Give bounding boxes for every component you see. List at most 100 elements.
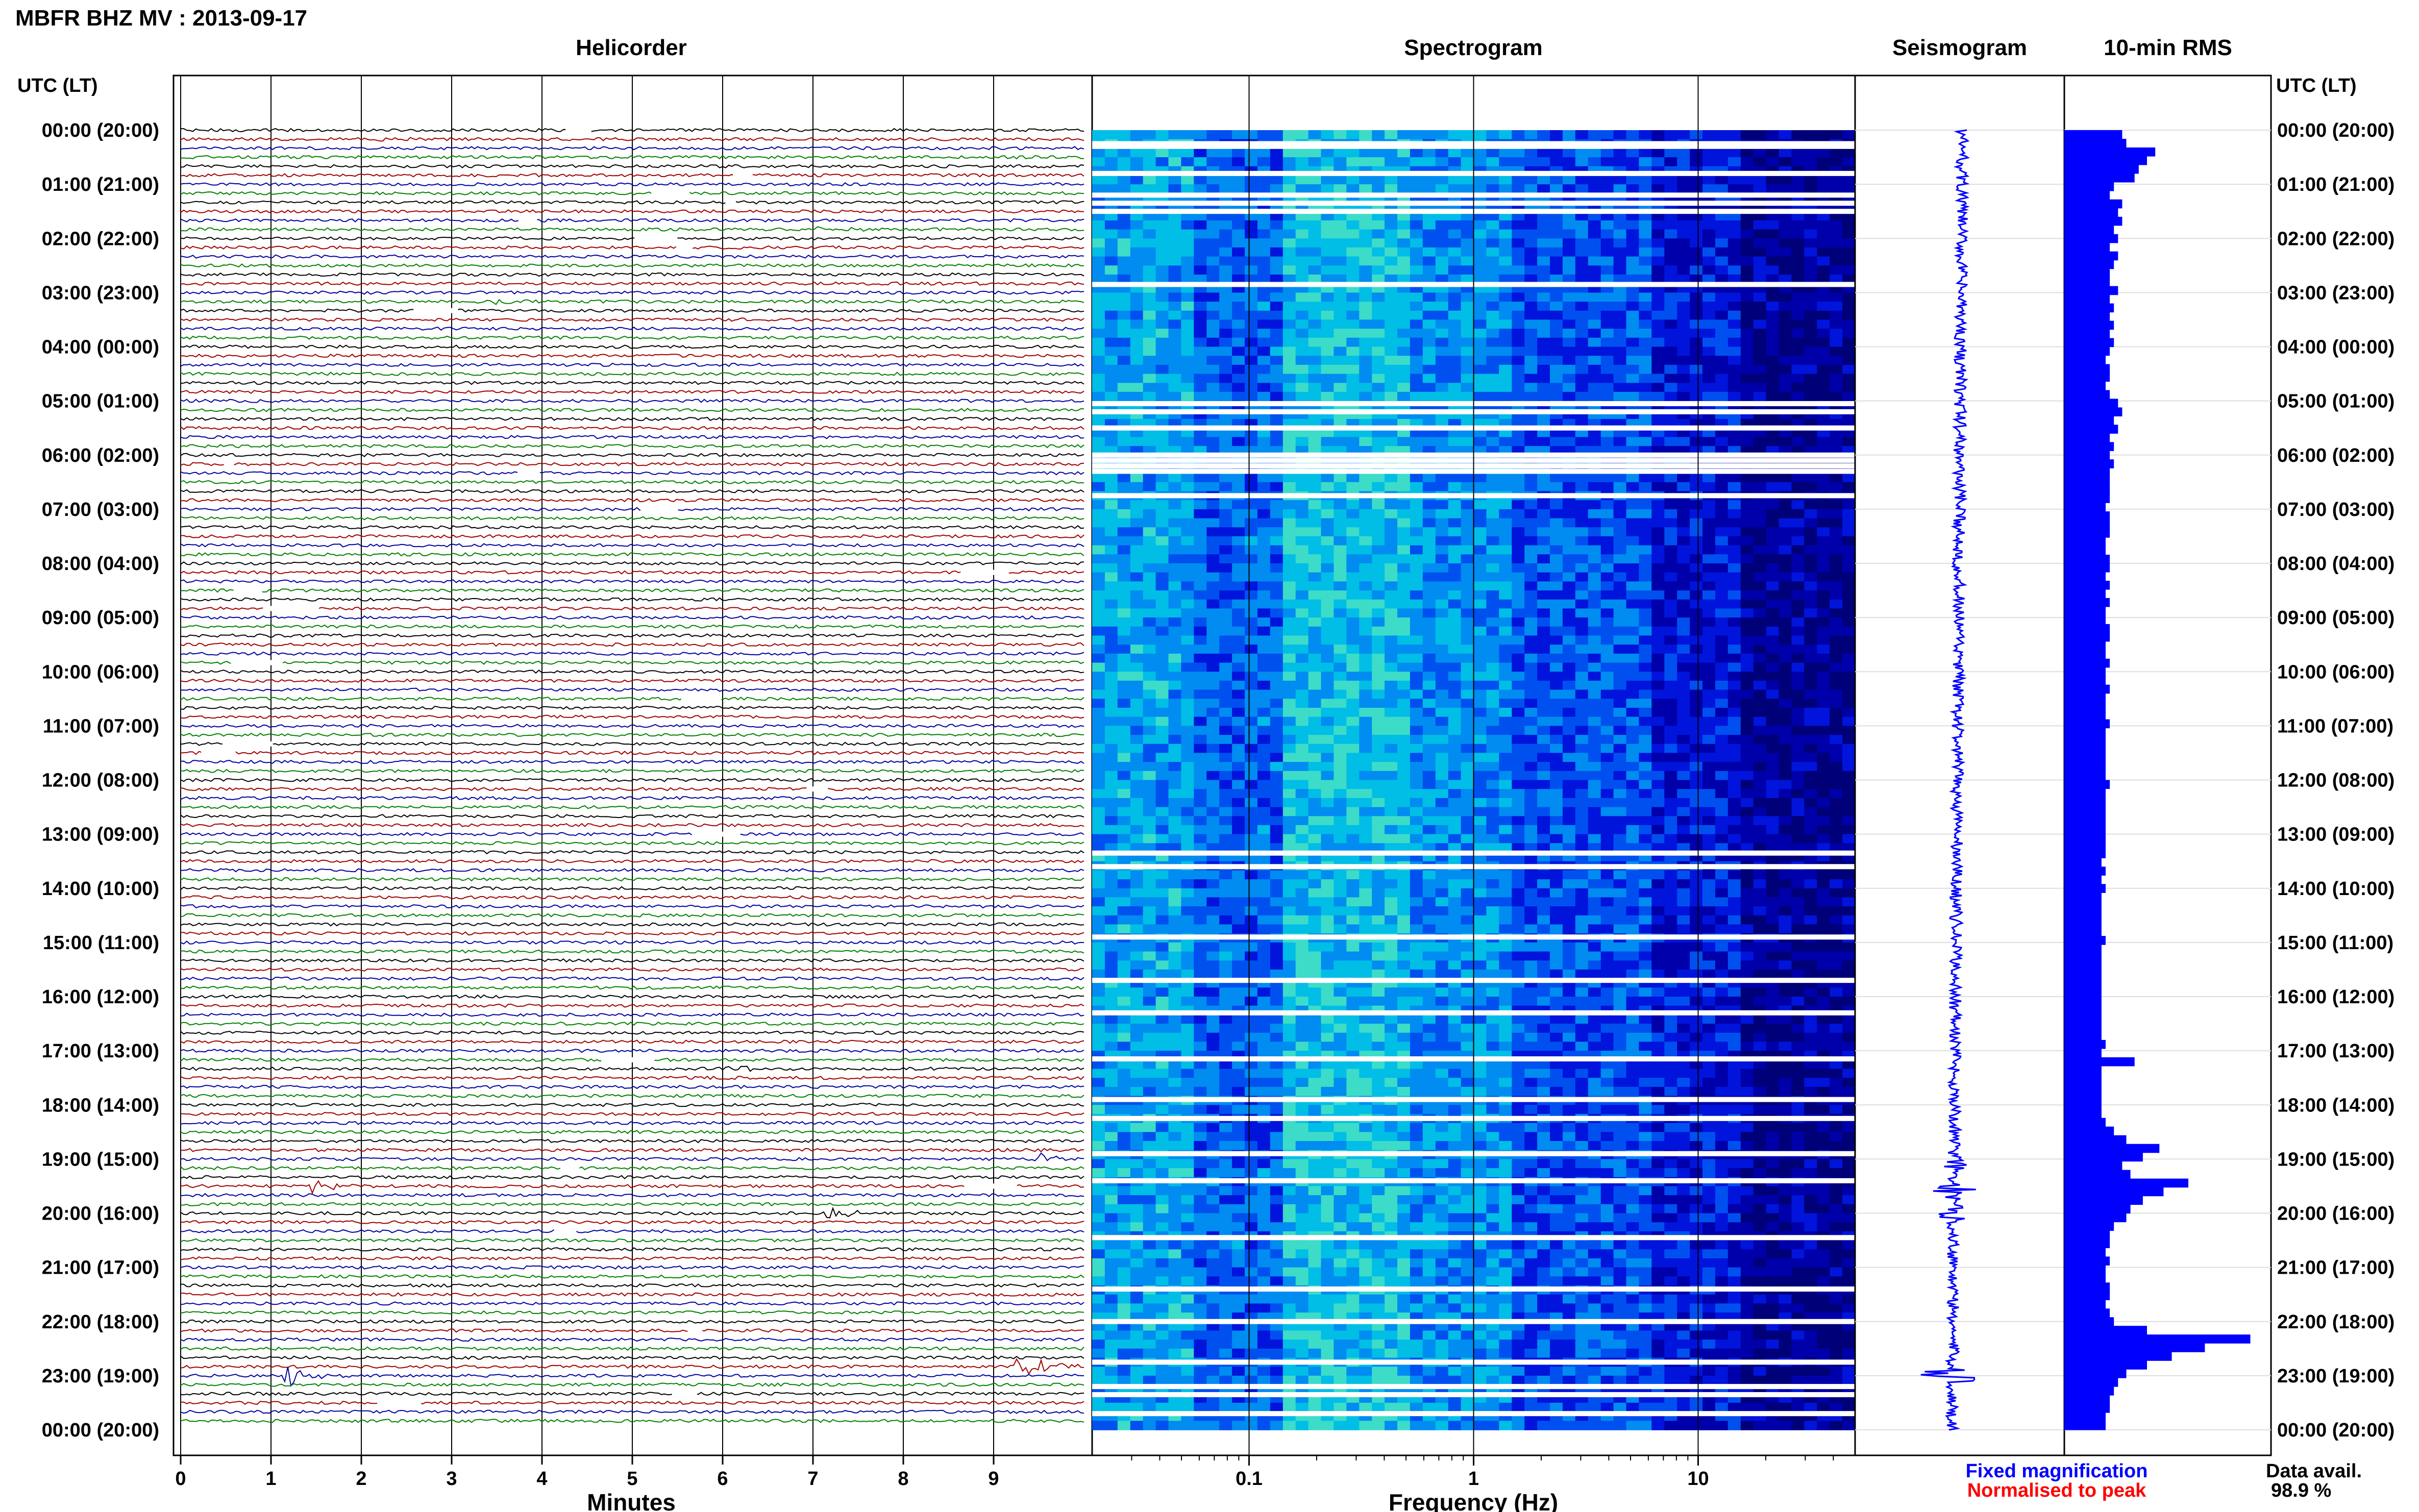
spectrogram-cell: [1804, 735, 1817, 745]
spectrogram-cell: [1397, 834, 1411, 844]
spectrogram-cell: [1270, 238, 1283, 248]
spectrogram-cell: [1143, 383, 1156, 392]
spectrogram-cell: [1385, 500, 1398, 510]
spectrogram-cell: [1206, 319, 1220, 329]
spectrogram-cell: [1232, 771, 1245, 781]
spectrogram-cell: [1727, 509, 1741, 519]
spectrogram-cell: [1435, 220, 1449, 230]
spectrogram-cell: [1575, 834, 1589, 844]
spectrogram-cell: [1206, 798, 1220, 808]
spectrogram-cell: [1791, 329, 1805, 338]
spectrogram-cell: [1155, 310, 1169, 320]
spectrogram-cell: [1130, 662, 1144, 673]
spectrogram-cell: [1791, 536, 1805, 546]
spectrogram-cell: [1537, 599, 1550, 609]
spectrogram-cell: [1308, 635, 1322, 645]
spectrogram-cell: [1639, 699, 1652, 708]
spectrogram-cell: [1651, 157, 1665, 167]
spectrogram-cell: [1715, 581, 1729, 591]
spectrogram-cell: [1448, 762, 1462, 772]
spectrogram-cell: [1664, 762, 1677, 772]
spectrogram-cell: [1397, 437, 1411, 447]
spectrogram-cell: [1651, 807, 1665, 817]
spectrogram-cell: [1219, 247, 1232, 257]
spectrogram-cell: [1232, 762, 1245, 772]
spectrogram-cell: [1435, 383, 1449, 392]
spectrogram-cell: [1791, 148, 1805, 158]
spectrogram-cell: [1168, 374, 1182, 384]
spectrogram-cell: [1397, 753, 1411, 762]
spectrogram-cell: [1791, 798, 1805, 808]
spectrogram-cell: [1321, 563, 1335, 573]
spectrogram-cell: [1677, 617, 1690, 627]
spectrogram-cell: [1092, 310, 1105, 320]
spectrogram-cell: [1651, 825, 1665, 835]
spectrogram-cell: [1702, 807, 1716, 817]
spectrogram-cell: [1372, 437, 1385, 447]
spectrogram-cell: [1130, 645, 1144, 654]
spectrogram-cell: [1753, 482, 1767, 492]
spectrogram-cell: [1727, 256, 1741, 266]
spectrogram-cell: [1270, 275, 1283, 284]
spectrogram-cell: [1270, 699, 1283, 708]
spectrogram-cell: [1143, 500, 1156, 510]
spectrogram-cell: [1334, 816, 1347, 826]
spectrogram-cell: [1257, 536, 1271, 546]
spectrogram-cell: [1422, 265, 1436, 275]
spectrogram-cell: [1830, 743, 1843, 754]
spectrogram-cell: [1155, 572, 1169, 582]
spectrogram-cell: [1575, 545, 1589, 555]
spectrogram-cell: [1104, 337, 1118, 348]
spectrogram-cell: [1143, 130, 1156, 140]
spectrogram-cell: [1143, 374, 1156, 384]
spectrogram-cell: [1524, 247, 1538, 257]
spectrogram-cell: [1206, 572, 1220, 582]
spectrogram-cell: [1588, 708, 1601, 717]
spectrogram-cell: [1804, 645, 1817, 654]
spectrogram-cell: [1104, 383, 1118, 392]
spectrogram-cell: [1486, 771, 1500, 781]
spectrogram-cell: [1092, 590, 1105, 600]
spectrogram-cell: [1206, 708, 1220, 717]
spectrogram-cell: [1092, 708, 1105, 717]
spectrogram-cell: [1359, 626, 1372, 636]
spectrogram-cell: [1740, 374, 1754, 384]
spectrogram-cell: [1385, 302, 1398, 311]
spectrogram-cell: [1130, 473, 1144, 483]
spectrogram-cell: [1130, 617, 1144, 627]
spectrogram-cell: [1245, 157, 1258, 167]
spectrogram-cell: [1600, 572, 1614, 582]
spectrogram-cell: [1461, 473, 1474, 483]
spectrogram-cell: [1562, 599, 1576, 609]
spectrogram-cell: [1715, 680, 1729, 690]
spectrogram-cell: [1334, 662, 1347, 673]
spectrogram-cell: [1321, 807, 1335, 817]
spectrogram-cell: [1461, 238, 1474, 248]
spectrogram-cell: [1766, 184, 1780, 194]
spectrogram-cell: [1194, 482, 1207, 492]
spectrogram-cell: [1143, 780, 1156, 789]
spectrogram-cell: [1753, 798, 1767, 808]
spectrogram-cell: [1308, 302, 1322, 311]
helicorder-gap: [413, 308, 458, 313]
spectrogram-cell: [1842, 247, 1856, 257]
helicorder-trace: [180, 272, 1084, 277]
spectrogram-cell: [1562, 383, 1576, 392]
helicorder-trace: [180, 1206, 1084, 1219]
spectrogram-cell: [1372, 509, 1385, 519]
spectrogram-cell: [1092, 437, 1105, 447]
spectrogram-cell: [1600, 771, 1614, 781]
spectrogram-cell: [1219, 356, 1232, 365]
spectrogram-cell: [1117, 292, 1131, 302]
spectrogram-cell: [1346, 735, 1360, 745]
spectrogram-cell: [1397, 292, 1411, 302]
spectrogram-cell: [1461, 789, 1474, 799]
spectrogram-cell: [1804, 130, 1817, 140]
spectrogram-cell: [1308, 292, 1322, 302]
spectrogram-cell: [1206, 346, 1220, 356]
spectrogram-cell: [1664, 238, 1677, 248]
spectrogram-cell: [1677, 735, 1690, 745]
spectrogram-cell: [1690, 346, 1703, 356]
spectrogram-cell: [1830, 364, 1843, 375]
spectrogram-cell: [1308, 716, 1322, 727]
